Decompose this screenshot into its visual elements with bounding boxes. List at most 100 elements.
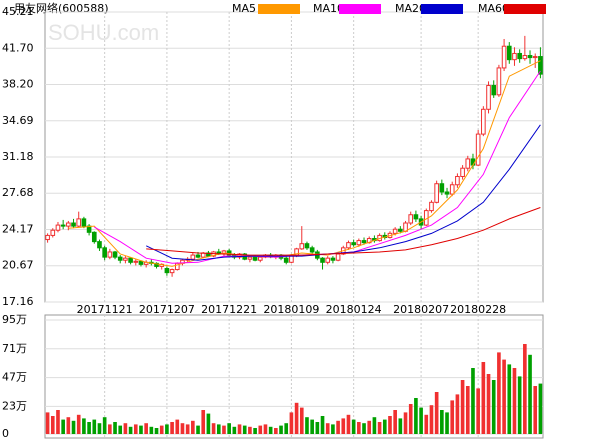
volume-bar [528, 354, 532, 434]
candle-body [45, 234, 50, 241]
volume-bar [289, 412, 294, 434]
candle-body [102, 247, 107, 258]
legend-label: MA5 [232, 2, 256, 15]
volume-bar [450, 400, 455, 434]
candle-body [335, 253, 341, 261]
candle-body [320, 257, 325, 263]
volume-tick-label: 95万 [2, 313, 27, 326]
candle-body [252, 256, 258, 261]
candle-body [76, 218, 82, 227]
volume-bar [393, 410, 397, 434]
volume-bar [372, 417, 377, 434]
volume-bar [139, 425, 143, 434]
volume-bar [486, 374, 491, 434]
x-tick-label: 20180124 [326, 303, 382, 316]
volume-bar [185, 424, 190, 434]
volume-bar [382, 419, 387, 434]
volume-bar [216, 424, 221, 434]
candle-body [486, 85, 491, 110]
candle-body [283, 257, 289, 263]
volume-bar [113, 422, 117, 434]
volume-bar [299, 407, 304, 434]
volume-bar [284, 423, 289, 434]
ma-line [146, 207, 541, 256]
volume-bar [191, 420, 195, 434]
candle-body [169, 269, 175, 274]
volume-bar [315, 422, 320, 434]
volume-bar [533, 386, 538, 434]
x-tick-label: 20180207 [393, 303, 449, 316]
y-tick-label: 27.68 [2, 186, 34, 199]
volume-bar [346, 414, 351, 434]
volume-bar [336, 420, 340, 434]
volume-bar [61, 419, 65, 434]
candle-body [392, 228, 398, 234]
volume-bar [517, 376, 522, 434]
x-tick-label: 20180109 [263, 303, 319, 316]
volume-bar [274, 428, 278, 434]
legend-swatch [339, 4, 381, 14]
candle-body [154, 262, 159, 267]
candle-body [257, 256, 263, 261]
y-tick-label: 17.16 [2, 295, 34, 308]
candle-body [439, 183, 445, 193]
volume-bar [424, 414, 429, 434]
x-tick-label: 20180228 [450, 303, 506, 316]
volume-bar [440, 410, 444, 434]
volume-tick-label: 0 [2, 427, 9, 440]
candle-body [55, 224, 61, 231]
candle-body [491, 85, 497, 96]
volume-bar [242, 425, 247, 434]
ma-line [68, 60, 541, 267]
candle-body [361, 240, 367, 244]
volume-bar [538, 383, 543, 434]
candle-body [123, 257, 128, 261]
candle-body [60, 224, 66, 227]
y-tick-label: 38.20 [2, 77, 34, 90]
candle-body [527, 55, 533, 59]
candle-body [444, 191, 450, 195]
volume-bar [201, 410, 206, 434]
candle-body [351, 242, 356, 246]
legend-label: MA20 [395, 2, 426, 15]
volume-bar [87, 422, 91, 434]
volume-bar [414, 398, 418, 434]
volume-bar [294, 402, 299, 434]
candle-body [346, 242, 351, 249]
volume-bar [149, 426, 154, 434]
volume-bar [460, 380, 465, 434]
volume-bar [388, 416, 392, 434]
volume-bar [56, 410, 60, 434]
candle-body [117, 256, 123, 261]
volume-frame [44, 314, 544, 439]
volume-bar [97, 423, 102, 434]
volume-bar [512, 368, 517, 434]
volume-bar [471, 368, 475, 434]
candle-body [299, 243, 305, 250]
volume-bar [362, 423, 366, 434]
y-tick-label: 31.18 [2, 150, 34, 163]
volume-bar [211, 423, 216, 434]
candle-body [455, 175, 460, 186]
candle-body [496, 67, 502, 96]
legend-swatch [258, 4, 300, 14]
volume-bar [367, 420, 372, 434]
volume-bar [341, 418, 346, 434]
y-tick-label: 24.17 [2, 223, 34, 236]
volume-bar [331, 424, 335, 434]
volume-bar [502, 359, 506, 434]
volume-bar [175, 419, 180, 434]
candle-body [128, 257, 133, 263]
volume-bar [305, 417, 309, 434]
volume-bar [159, 425, 164, 434]
volume-bar [165, 424, 169, 434]
watermark: SOHU.com [48, 20, 159, 45]
legend-swatch [504, 4, 546, 14]
volume-bar [523, 344, 527, 434]
volume-bar [118, 425, 123, 434]
legend-label: MA10 [313, 2, 344, 15]
candle-body [449, 184, 455, 195]
candle-body [50, 229, 56, 236]
volume-bar [377, 422, 382, 434]
legend-swatch [421, 4, 463, 14]
